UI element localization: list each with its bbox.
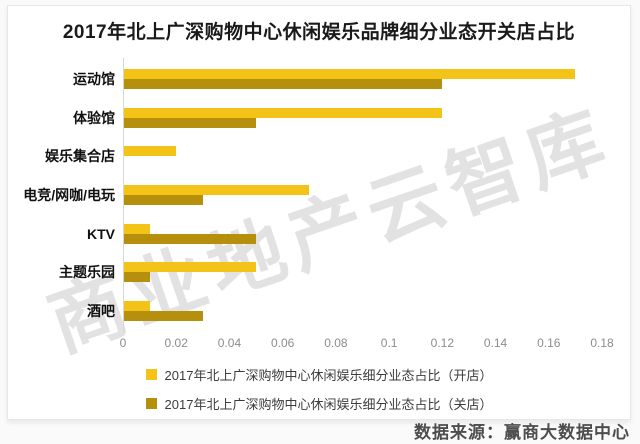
open-bar: [123, 69, 576, 80]
category-label: 电竞/网咖/电玩: [23, 186, 115, 203]
legend-item-open: 2017年北上广深购物中心休闲娱乐细分业态占比（开店）: [145, 365, 493, 384]
x-tick-label: 0.14: [483, 336, 508, 350]
legend-swatch-open-icon: [145, 369, 157, 380]
data-source-caption: 数据来源：赢商大数据中心: [414, 423, 630, 442]
legend-item-close: 2017年北上广深购物中心休闲娱乐细分业态占比（关店）: [145, 394, 493, 413]
category-row: 主题乐园: [8, 253, 602, 292]
x-tick-label: 0.12: [430, 336, 455, 350]
open-bar: [123, 223, 150, 234]
category-bars: [123, 253, 602, 292]
category-row: 酒吧: [8, 291, 602, 330]
x-tick-label: 0.18: [590, 336, 614, 350]
y-axis-line: [123, 58, 124, 332]
category-label: 酒吧: [87, 302, 115, 319]
x-tick-label: 0.02: [164, 336, 188, 350]
category-row: 体验馆: [8, 99, 602, 138]
category-label: 运动馆: [73, 71, 115, 88]
x-axis: 0 0.02 0.04 0.06 0.08 0.1 0.12 0.14 0.16 0.18: [119, 336, 614, 352]
category-label: 主题乐园: [59, 264, 115, 281]
close-bar: [123, 272, 150, 283]
category-bars: [123, 176, 602, 215]
category-row: 娱乐集合店: [8, 137, 602, 176]
legend-label-close: 2017年北上广深购物中心休闲娱乐细分业态占比（关店）: [164, 397, 493, 412]
legend: 2017年北上广深购物中心休闲娱乐细分业态占比（开店） 2017年北上广深购物中…: [8, 365, 630, 413]
category-row: 运动馆: [8, 60, 602, 99]
x-tick-label: 0.1: [380, 336, 398, 350]
x-tick-label: 0.04: [217, 336, 242, 350]
close-bar: [123, 310, 203, 321]
category-bars: [123, 99, 602, 138]
x-tick-label: 0.16: [537, 336, 561, 350]
category-bars: [123, 214, 602, 253]
close-bar: [123, 194, 203, 205]
category-label: 娱乐集合店: [45, 148, 115, 165]
chart-title: 2017年北上广深购物中心休闲娱乐品牌细分业态开关店占比: [62, 22, 576, 43]
open-bar: [123, 107, 443, 118]
category-label: 体验馆: [73, 109, 115, 126]
category-bars: [123, 60, 602, 99]
open-bar: [123, 146, 177, 157]
category-bars: [123, 137, 602, 176]
x-tick-label: 0: [119, 336, 127, 350]
legend-swatch-close-icon: [145, 398, 157, 409]
category-bars: [123, 291, 602, 330]
x-tick-label: 0.06: [270, 336, 295, 350]
open-bar: [123, 184, 310, 195]
close-bar: [123, 79, 443, 90]
chart-card: 2017年北上广深购物中心休闲娱乐品牌细分业态开关店占比 商业地产云智库 运动馆…: [7, 5, 631, 420]
chart-plot-area: 商业地产云智库 运动馆 体验馆 娱乐集合店 电竞/网咖/电玩 KTV: [8, 58, 622, 367]
legend-label-open: 2017年北上广深购物中心休闲娱乐细分业态占比（开店）: [164, 368, 493, 383]
open-bar: [123, 300, 150, 311]
category-row: 电竞/网咖/电玩: [8, 176, 602, 215]
x-tick-label: 0.08: [324, 336, 348, 350]
bar-rows-container: 运动馆 体验馆 娱乐集合店 电竞/网咖/电玩 KTV: [8, 60, 602, 330]
close-bar: [123, 117, 257, 128]
category-label: KTV: [87, 225, 115, 242]
category-row: KTV: [8, 214, 602, 253]
close-bar: [123, 233, 257, 244]
open-bar: [123, 262, 257, 273]
